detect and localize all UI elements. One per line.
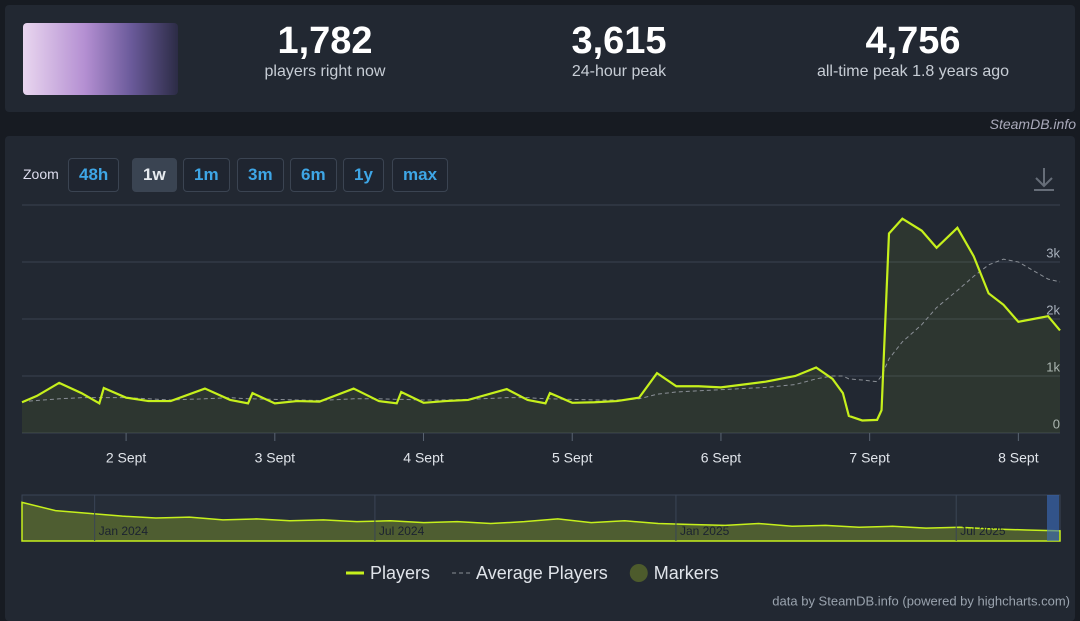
players-area [22,218,1060,433]
x-tick-label: 3 Sept [255,450,296,466]
x-tick-label: 6 Sept [701,450,742,466]
download-icon[interactable] [1034,168,1054,191]
brand: SteamDB.info [989,116,1076,132]
stat-value: 1,782 [277,20,373,62]
legend-label[interactable]: Markers [654,563,719,583]
x-tick-label: 5 Sept [552,450,593,466]
stat-label: 24-hour peak [571,63,667,80]
zoom-button[interactable]: 6m [290,158,337,192]
x-tick-label: 7 Sept [849,450,890,466]
legend-label[interactable]: Average Players [476,563,608,583]
footer: data by SteamDB.info (powered by highcha… [772,593,1070,608]
stat: 3,615 24-hour peak [489,20,749,81]
zoom-button[interactable]: 3m [237,158,284,192]
y-tick-label: 2k [1046,302,1060,317]
x-tick-label: 8 Sept [998,450,1039,466]
y-tick-label: 1k [1046,359,1060,374]
stat-value: 3,615 [571,20,667,62]
zoom-label: Zoom [23,166,59,182]
navigator-area [21,501,1061,542]
zoom-button[interactable]: 1y [343,158,384,192]
navigator-handle[interactable] [1047,495,1059,541]
stat-label: all-time peak 1.8 years ago [816,63,1010,80]
stat: 4,756 all-time peak 1.8 years ago [783,20,1043,81]
navigator-label: Jul 2025 [960,524,1006,538]
series-line [21,217,1061,422]
x-tick-label: 2 Sept [106,450,147,466]
series-line [21,258,1061,403]
navigator-label: Jul 2024 [379,524,425,538]
y-tick-label: 3k [1046,245,1060,260]
stat: 1,782 players right now [195,20,455,81]
header [5,5,1075,112]
legend-label[interactable]: Players [370,563,430,583]
zoom-button[interactable]: 48h [68,158,120,192]
stat-label: players right now [264,63,386,80]
zoom-button[interactable]: 1m [183,158,230,192]
x-tick-label: 4 Sept [403,450,444,466]
stat-value: 4,756 [865,20,961,62]
zoom-button[interactable]: max [392,158,449,192]
navigator-label: Jan 2024 [99,524,149,538]
y-tick-label: 0 [1053,416,1060,431]
legend-symbol [629,564,648,582]
game-image [23,23,178,95]
zoom-button[interactable]: 1w [132,158,177,192]
navigator-label: Jan 2025 [680,524,730,538]
